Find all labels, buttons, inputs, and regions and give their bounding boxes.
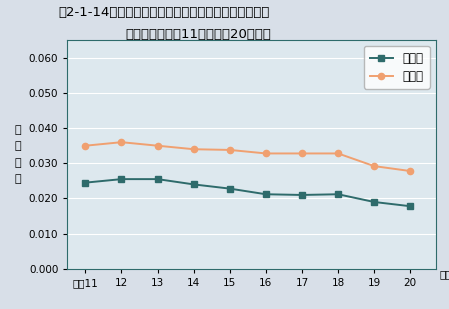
Text: （年度）: （年度） (439, 269, 449, 279)
自排局 (263, 152, 269, 155)
自排局 (335, 152, 341, 155)
一般局 (155, 177, 160, 181)
Legend: 一般局, 自排局: 一般局, 自排局 (364, 46, 430, 89)
一般局 (227, 187, 233, 190)
自排局 (155, 144, 160, 148)
一般局 (119, 177, 124, 181)
一般局 (335, 193, 341, 196)
一般局 (408, 204, 413, 208)
Line: 自排局: 自排局 (82, 139, 414, 174)
Text: 図2-1-14　対策地域における二酸化窒素濃度の年平均: 図2-1-14 対策地域における二酸化窒素濃度の年平均 (58, 6, 270, 19)
自排局 (227, 148, 233, 152)
一般局 (263, 193, 269, 196)
Y-axis label: 年
平
均
値: 年 平 均 値 (14, 125, 21, 184)
一般局 (83, 181, 88, 184)
自排局 (299, 152, 305, 155)
自排局 (191, 147, 196, 151)
一般局 (191, 183, 196, 186)
自排局 (119, 140, 124, 144)
自排局 (83, 144, 88, 148)
一般局 (371, 200, 377, 204)
一般局 (299, 193, 305, 197)
自排局 (408, 169, 413, 173)
自排局 (371, 164, 377, 168)
Text: 値の推移（平成11年度～　20年度）: 値の推移（平成11年度～ 20年度） (126, 28, 272, 41)
Line: 一般局: 一般局 (82, 176, 414, 209)
